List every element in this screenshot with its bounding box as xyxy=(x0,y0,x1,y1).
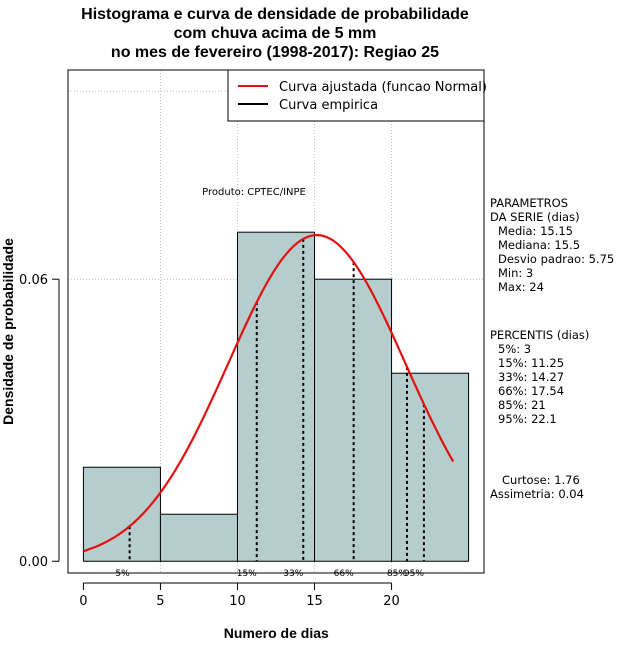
normal-fit-curve xyxy=(83,233,455,553)
percentil-95: 95%: 22.1 xyxy=(498,412,557,426)
legend-label-1: Curva ajustada (funcao Normal) xyxy=(279,80,487,95)
y-tick-label: 0.00 xyxy=(19,555,48,570)
percentil-85: 85%: 21 xyxy=(498,398,546,412)
percentile-label-66: 66% xyxy=(334,569,354,579)
chart-title-line-1: Histograma e curva de densidade de proba… xyxy=(81,6,469,23)
y-axis-title: Densidade de probabilidade xyxy=(0,238,16,425)
assimetria-value: Assimetria: 0.04 xyxy=(490,487,584,501)
chart-title-line-3: no mes de fevereiro (1998-2017): Regiao … xyxy=(110,44,440,61)
percentil-66: 66%: 17.54 xyxy=(498,384,565,398)
x-tick-label: 15 xyxy=(306,594,323,609)
shape-stats-panel: Curtose: 1.76 Assimetria: 0.04 xyxy=(490,473,584,501)
chart-title-line-2: com chuva acima de 5 mm xyxy=(173,25,377,42)
histogram-bar-2 xyxy=(159,513,238,562)
param-desvio-padrao: Desvio padrao: 5.75 xyxy=(498,252,615,266)
series-parameters-panel: PARAMETROS DA SERIE (dias) Media: 15.15 … xyxy=(490,196,614,294)
percentile-label-5: 5% xyxy=(115,569,130,579)
param-media: Media: 15.15 xyxy=(498,224,573,238)
params-title-line-1: PARAMETROS xyxy=(490,196,569,210)
percentil-15: 15%: 11.25 xyxy=(498,356,565,370)
y-tick-label: 0.06 xyxy=(19,273,48,288)
percentil-5: 5%: 3 xyxy=(498,342,532,356)
product-annotation: Produto: CPTEC/INPE xyxy=(202,187,306,198)
percentil-33: 33%: 14.27 xyxy=(498,370,565,384)
legend-label-2: Curva empirica xyxy=(279,98,378,113)
x-tick-label: 20 xyxy=(383,594,400,609)
percentile-label-15: 15% xyxy=(237,569,257,579)
legend-box xyxy=(227,69,485,122)
percentile-label-85: 85% xyxy=(387,569,407,579)
curtose-value: Curtose: 1.76 xyxy=(502,473,580,487)
x-tick-label: 0 xyxy=(79,594,87,609)
x-axis-title: Numero de dias xyxy=(224,625,329,641)
percentile-label-95: 95% xyxy=(404,569,424,579)
param-mediana: Mediana: 15.5 xyxy=(498,238,581,252)
x-tick-label: 5 xyxy=(156,594,164,609)
x-tick-label: 10 xyxy=(229,594,246,609)
param-max: Max: 24 xyxy=(498,280,544,294)
histogram-bar-3 xyxy=(236,231,316,562)
percentiles-panel: PERCENTIS (dias) 5%: 3 15%: 11.25 33%: 1… xyxy=(490,328,589,426)
param-min: Min: 3 xyxy=(498,266,534,280)
params-title-line-2: DA SERIE (dias) xyxy=(490,210,580,224)
percentis-title: PERCENTIS (dias) xyxy=(490,328,590,342)
histogram-bar-5 xyxy=(391,372,470,562)
percentile-label-33: 33% xyxy=(283,569,303,579)
